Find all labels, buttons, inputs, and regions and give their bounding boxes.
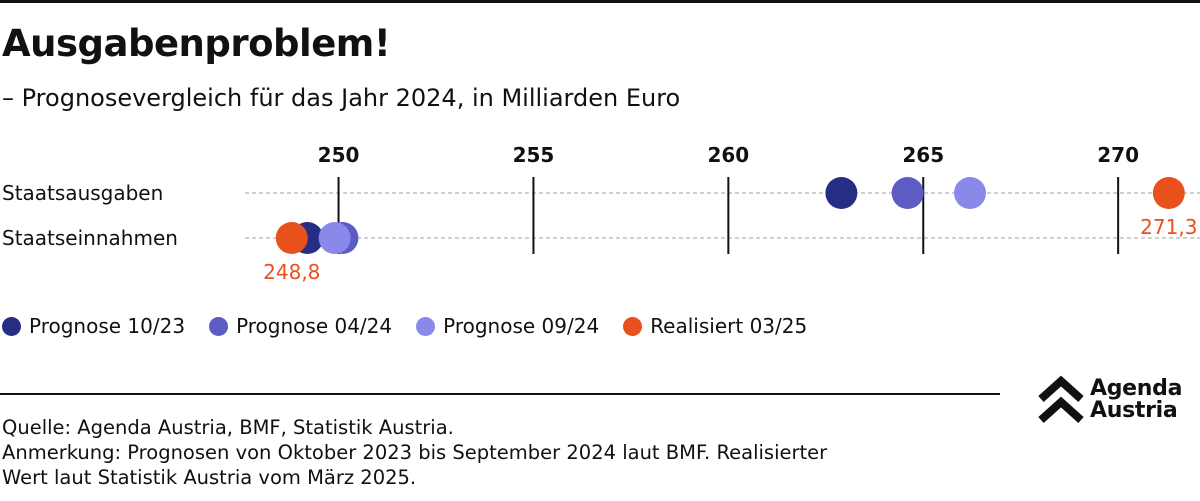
dot-prognose-04-24-staatsausgaben	[891, 177, 924, 209]
dot-plot-chart: 250 255 260 265 270 Staatsausgaben Staatseinna…	[2, 143, 1200, 284]
legend-swatch-prognose-09-24	[416, 316, 436, 336]
data-label-staatseinnahmen: 248,8	[263, 260, 320, 284]
dot-prognose-09-24-staatseinnahmen	[318, 222, 351, 254]
logo-line-1: Agenda	[1090, 376, 1183, 401]
annotation-line-1: Anmerkung: Prognosen von Oktober 2023 bi…	[2, 441, 828, 464]
agenda-austria-logo: Agenda Austria	[1038, 372, 1200, 428]
logo-line-2: Austria	[1090, 398, 1178, 423]
dot-prognose-09-24-staatsausgaben	[954, 177, 987, 209]
legend-label-realisiert-03-25: Realisiert 03/25	[650, 314, 808, 338]
legend-item-prognose-10-23: Prognose 10/23	[2, 314, 185, 338]
annotation-line-2: Wert laut Statistik Austria vom März 202…	[2, 466, 417, 489]
legend-item-prognose-09-24: Prognose 09/24	[416, 314, 599, 338]
top-rule	[0, 0, 1200, 3]
footer-divider	[0, 393, 1000, 395]
x-tick-label-250: 250	[318, 143, 360, 167]
legend-swatch-prognose-04-24	[209, 316, 229, 336]
dot-prognose-10-23-staatsausgaben	[825, 177, 858, 209]
legend-item-prognose-04-24: Prognose 04/24	[209, 314, 392, 338]
dot-realisiert-03-25-staatseinnahmen	[275, 222, 308, 254]
page-title: Ausgabenproblem!	[2, 22, 391, 65]
x-tick-label-255: 255	[513, 143, 555, 167]
legend-label-prognose-10-23: Prognose 10/23	[29, 314, 186, 338]
logo-wordmark: Agenda Austria	[1090, 378, 1182, 422]
legend-item-realisiert-03-25: Realisiert 03/25	[623, 314, 807, 338]
source-note: Quelle: Agenda Austria, BMF, Statistik A…	[2, 416, 454, 439]
double-chevron-up-icon	[1038, 375, 1084, 423]
legend-label-prognose-09-24: Prognose 09/24	[443, 314, 600, 338]
x-tick-label-270: 270	[1097, 143, 1139, 167]
legend-label-prognose-04-24: Prognose 04/24	[236, 314, 393, 338]
legend-swatch-prognose-10-23	[2, 316, 21, 336]
legend-swatch-realisiert-03-25	[623, 316, 643, 336]
data-label-staatsausgaben: 271,3	[1140, 215, 1197, 239]
page-subtitle: – Prognosevergleich für das Jahr 2024, i…	[2, 84, 681, 112]
chart-legend: Prognose 10/23 Prognose 04/24 Prognose 0…	[2, 314, 807, 338]
category-label-staatseinnahmen: Staatseinnahmen	[2, 226, 178, 250]
x-tick-label-265: 265	[902, 143, 944, 167]
x-tick-label-260: 260	[707, 143, 749, 167]
footer: Quelle: Agenda Austria, BMF, Statistik A…	[2, 415, 992, 490]
category-label-staatsausgaben: Staatsausgaben	[2, 181, 163, 205]
dot-realisiert-03-25-staatsausgaben	[1152, 177, 1185, 209]
